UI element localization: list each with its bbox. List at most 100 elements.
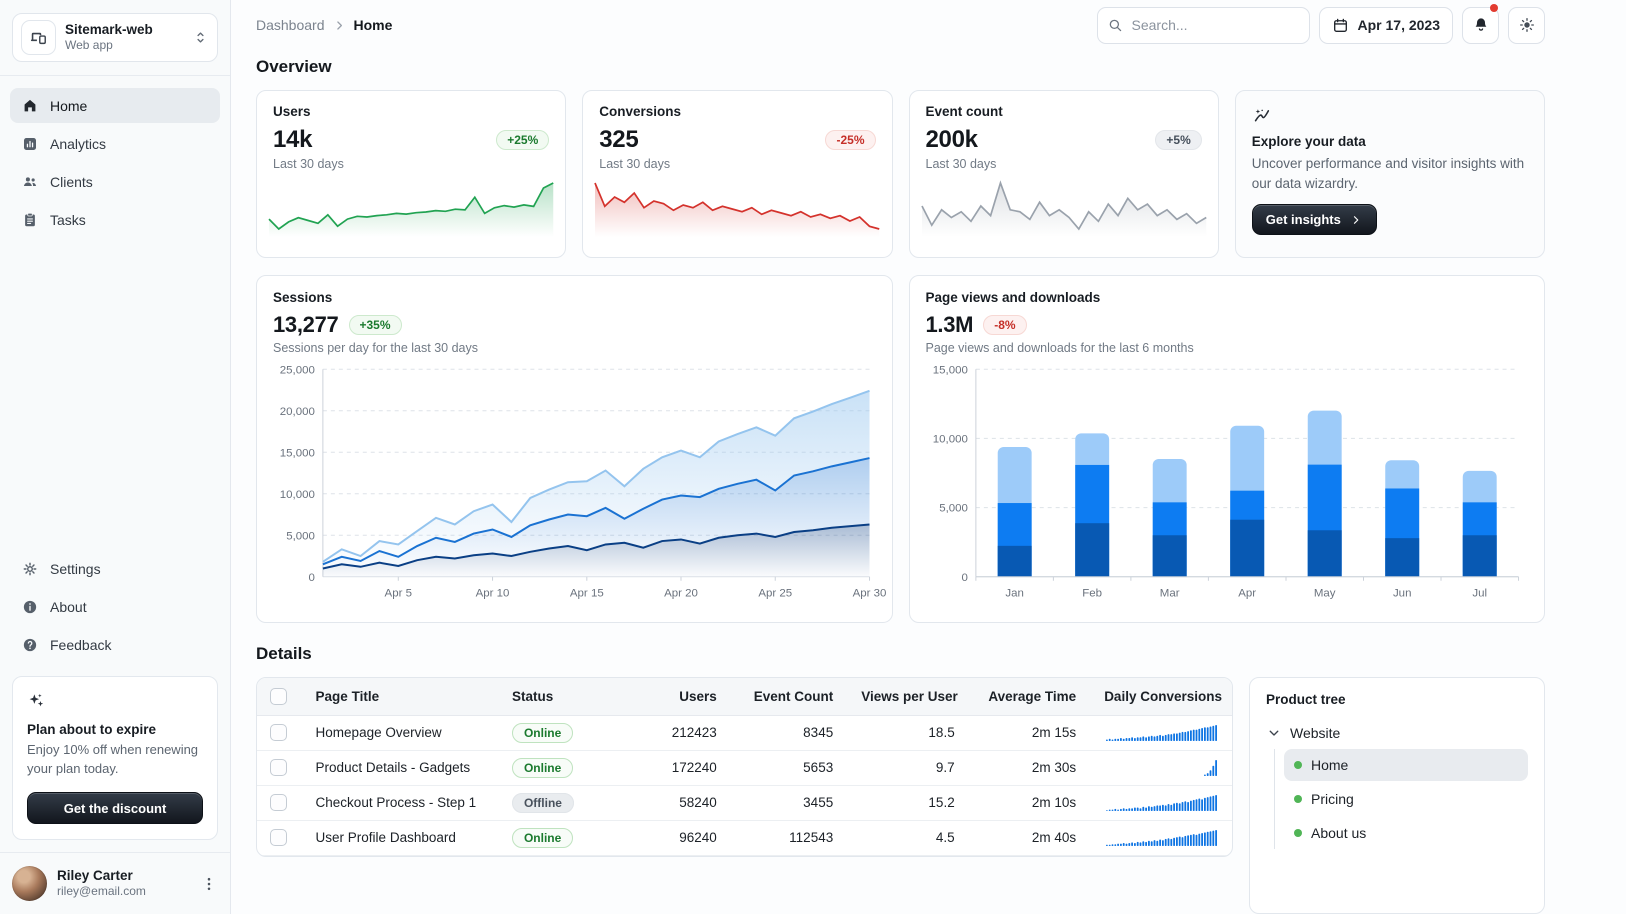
tree-item-website[interactable]: Website [1266,719,1528,747]
sidebar-nav-secondary: Settings About Feedback [0,539,230,666]
trend-chip: -25% [825,130,876,150]
table-row: Homepage Overview Online 212423 8345 18.5 2m … [257,715,1232,751]
notification-badge [1490,3,1498,12]
column-header-views-per-user: Views per User [847,678,969,716]
chevron-right-icon [332,18,347,33]
cell-daily-conversions [1090,785,1232,821]
svg-text:15,000: 15,000 [280,447,315,459]
get-insights-button[interactable]: Get insights [1251,204,1377,236]
user-menu-dots-icon[interactable] [200,875,218,893]
svg-text:15,000: 15,000 [932,364,967,376]
column-header-status: Status [497,678,630,716]
home-icon [21,97,39,115]
workspace-name: Sitemark-web [65,21,153,37]
users-sparkline [269,179,553,257]
cell-average-time: 2m 30s [968,750,1091,786]
sun-icon [1518,16,1536,34]
sidebar: Sitemark-web Web app Home Analytics Client… [0,0,231,914]
details-table: Page Title Status Users Event Count Views pe… [257,678,1232,856]
calendar-icon [1332,17,1349,34]
trend-chip: -8% [983,315,1027,335]
status-badge: Online [511,723,574,743]
svg-text:Apr 5: Apr 5 [385,588,412,600]
avatar [12,866,47,901]
search-icon [1107,17,1124,34]
tree-item-home[interactable]: Home [1284,749,1528,781]
cell-status: Online [497,715,630,751]
svg-text:Jan: Jan [1005,588,1024,600]
topbar-controls: Apr 17, 2023 [1096,3,1545,44]
date-picker-button[interactable]: Apr 17, 2023 [1318,6,1453,44]
charts-row: Sessions 13,277 +35% Sessions per day fo… [256,275,1545,623]
sidebar-item-label: Settings [50,560,101,577]
sidebar-item-tasks[interactable]: Tasks [10,202,220,237]
pageviews-bar-chart: 0 5,000 10,000 15,000 Jan Feb Mar Apr May Jun Jul [926,361,1529,606]
cell-users: 212423 [629,715,731,751]
product-tree-card: Product tree Website Home Pricing About us [1249,677,1545,914]
breadcrumb-home: Home [353,17,393,33]
tree-item-about-us[interactable]: About us [1284,817,1528,849]
cell-status: Online [497,750,630,786]
sidebar-nav-main: Home Analytics Clients Tasks [0,76,230,241]
workspace-select-area: Sitemark-web Web app [0,0,230,76]
details-table-card: Page Title Status Users Event Count Views pe… [256,677,1233,857]
svg-text:Jul: Jul [1472,588,1487,600]
status-badge: Online [511,828,574,848]
workspace-select[interactable]: Sitemark-web Web app [12,13,218,62]
trend-chip: +35% [348,315,402,335]
row-checkbox[interactable] [270,759,287,776]
cell-page-title: User Profile Dashboard [301,820,498,856]
cell-event-count: 3455 [730,785,848,821]
sidebar-item-home[interactable]: Home [10,88,220,123]
sidebar-item-settings[interactable]: Settings [10,551,220,586]
explore-title: Explore your data [1251,134,1366,149]
cell-page-title: Checkout Process - Step 1 [301,785,498,821]
row-checkbox[interactable] [270,724,287,741]
cell-users: 58240 [629,785,731,821]
stat-card-conversions: Conversions 325 -25% Last 30 days [582,90,893,258]
notifications-button[interactable] [1462,3,1499,44]
stat-value: 325 [599,126,639,153]
cell-users: 96240 [629,820,731,856]
stat-value: 200k [925,126,979,153]
tree-item-pricing[interactable]: Pricing [1284,783,1528,815]
search-input[interactable] [1096,6,1310,44]
user-profile-row: Riley Carter riley@email.com [0,852,230,914]
sidebar-item-label: About [50,598,87,615]
theme-toggle-button[interactable] [1508,6,1545,44]
table-header: Page Title Status Users Event Count Views pe… [257,678,1232,716]
explore-data-card: Explore your data Uncover performance an… [1234,90,1545,258]
cell-views-per-user: 18.5 [847,715,969,751]
get-discount-button[interactable]: Get the discount [27,792,203,824]
auto-graph-icon [1252,106,1272,126]
cell-average-time: 2m 10s [968,785,1091,821]
row-checkbox[interactable] [270,829,287,846]
plan-card-body: Enjoy 10% off when renewing your plan to… [27,742,199,777]
status-badge: Offline [511,793,574,813]
table-row: User Profile Dashboard Online 96240 112543 4… [257,820,1232,856]
cell-views-per-user: 15.2 [847,785,969,821]
row-checkbox[interactable] [270,794,287,811]
pageviews-title: Page views and downloads [925,290,1101,305]
tree-children: Home Pricing About us [1274,749,1528,849]
sidebar-item-about[interactable]: About [10,589,220,624]
unfold-more-icon [192,29,209,46]
column-header-event-count: Event Count [730,678,848,716]
stat-card-users: Users 14k +25% Last 30 days [256,90,567,258]
svg-text:May: May [1313,588,1335,600]
cell-status: Online [497,820,630,856]
sidebar-item-feedback[interactable]: Feedback [10,627,220,662]
workspace-type: Web app [65,38,113,53]
sidebar-item-clients[interactable]: Clients [10,164,220,199]
trend-chip: +5% [1155,130,1202,150]
table-row: Product Details - Gadgets Online 172240 565… [257,750,1232,786]
cell-average-time: 2m 40s [968,820,1091,856]
cell-views-per-user: 4.5 [847,820,969,856]
sidebar-item-label: Home [50,97,88,114]
sidebar-item-label: Tasks [50,211,86,228]
table-row: Checkout Process - Step 1 Offline 58240 345… [257,785,1232,821]
sidebar-item-analytics[interactable]: Analytics [10,126,220,161]
select-all-checkbox[interactable] [270,687,287,705]
daily-conversions-sparkline [1106,724,1217,741]
breadcrumb-dashboard[interactable]: Dashboard [256,17,325,33]
